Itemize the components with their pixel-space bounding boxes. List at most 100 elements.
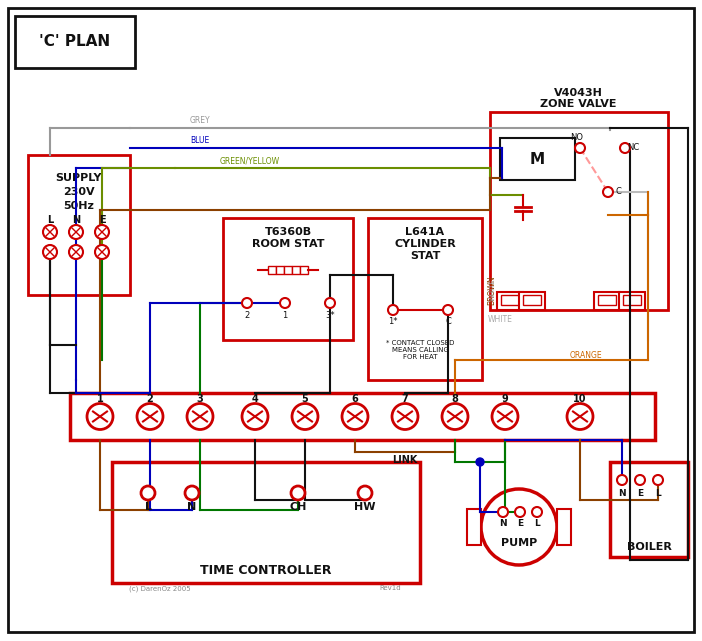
Text: PUMP: PUMP [501, 538, 537, 548]
Text: N: N [187, 502, 197, 512]
Circle shape [185, 486, 199, 500]
Text: Rev1d: Rev1d [379, 585, 401, 591]
Text: 5: 5 [302, 394, 308, 404]
Text: 8: 8 [451, 394, 458, 404]
FancyBboxPatch shape [500, 138, 575, 180]
Circle shape [603, 187, 613, 197]
Text: E: E [99, 215, 105, 225]
Circle shape [291, 486, 305, 500]
FancyBboxPatch shape [70, 393, 655, 440]
Text: HW: HW [355, 502, 376, 512]
Text: SUPPLY: SUPPLY [55, 173, 102, 183]
Text: CYLINDER: CYLINDER [394, 239, 456, 249]
Text: 7: 7 [402, 394, 409, 404]
Text: C: C [445, 317, 451, 326]
Circle shape [280, 298, 290, 308]
Circle shape [498, 507, 508, 517]
FancyBboxPatch shape [28, 155, 130, 295]
Text: L: L [655, 488, 661, 497]
Text: CH: CH [289, 502, 307, 512]
Text: T6360B: T6360B [265, 227, 312, 237]
Bar [467, 509, 481, 545]
Circle shape [43, 245, 57, 259]
Text: GREY: GREY [190, 116, 211, 125]
Text: ZONE VALVE: ZONE VALVE [540, 99, 616, 109]
Text: NO: NO [571, 133, 583, 142]
Circle shape [242, 403, 268, 429]
Text: * CONTACT CLOSED
MEANS CALLING
FOR HEAT: * CONTACT CLOSED MEANS CALLING FOR HEAT [386, 340, 454, 360]
Text: 3*: 3* [325, 310, 335, 319]
Text: (c) DarenOz 2005: (c) DarenOz 2005 [129, 585, 191, 592]
Text: TIME CONTROLLER: TIME CONTROLLER [200, 563, 332, 576]
Bar [276, 266, 284, 274]
Text: BROWN: BROWN [487, 275, 496, 305]
Circle shape [342, 403, 368, 429]
FancyBboxPatch shape [623, 295, 641, 305]
Circle shape [187, 403, 213, 429]
Circle shape [443, 305, 453, 315]
Circle shape [617, 475, 627, 485]
FancyBboxPatch shape [368, 218, 482, 380]
Circle shape [141, 486, 155, 500]
FancyBboxPatch shape [490, 112, 668, 310]
Text: 1: 1 [97, 394, 103, 404]
Circle shape [137, 403, 163, 429]
Text: N: N [72, 215, 80, 225]
Circle shape [567, 403, 593, 429]
Circle shape [492, 403, 518, 429]
Text: N: N [499, 519, 507, 528]
Text: M: M [530, 151, 545, 167]
FancyBboxPatch shape [497, 292, 523, 310]
FancyBboxPatch shape [519, 292, 545, 310]
Text: WHITE: WHITE [488, 315, 513, 324]
Circle shape [95, 225, 109, 239]
Text: 6: 6 [352, 394, 359, 404]
Circle shape [69, 245, 83, 259]
Bar [284, 266, 292, 274]
Text: STAT: STAT [410, 251, 440, 261]
FancyBboxPatch shape [15, 16, 135, 68]
Circle shape [358, 486, 372, 500]
Text: E: E [517, 519, 523, 528]
Circle shape [43, 225, 57, 239]
Text: GREEN/YELLOW: GREEN/YELLOW [220, 156, 280, 165]
Text: 10: 10 [574, 394, 587, 404]
Bar [268, 266, 276, 274]
FancyBboxPatch shape [223, 218, 353, 340]
Text: 3: 3 [197, 394, 204, 404]
Circle shape [69, 225, 83, 239]
Text: V4043H: V4043H [554, 88, 602, 98]
FancyBboxPatch shape [8, 8, 694, 632]
Bar [557, 509, 571, 545]
Circle shape [95, 245, 109, 259]
FancyBboxPatch shape [598, 295, 616, 305]
Text: ROOM STAT: ROOM STAT [252, 239, 324, 249]
Circle shape [242, 298, 252, 308]
Text: L: L [534, 519, 540, 528]
Circle shape [388, 305, 398, 315]
Text: 230V: 230V [63, 187, 95, 197]
Circle shape [620, 143, 630, 153]
Text: LINK: LINK [392, 455, 418, 465]
FancyBboxPatch shape [501, 295, 519, 305]
Circle shape [87, 403, 113, 429]
Text: E: E [637, 488, 643, 497]
Circle shape [515, 507, 525, 517]
Circle shape [325, 298, 335, 308]
FancyBboxPatch shape [619, 292, 645, 310]
Text: BLUE: BLUE [190, 136, 209, 145]
Text: L641A: L641A [406, 227, 444, 237]
Text: WHITE: WHITE [490, 279, 496, 301]
Circle shape [653, 475, 663, 485]
Circle shape [292, 403, 318, 429]
FancyBboxPatch shape [523, 295, 541, 305]
Text: NC: NC [627, 144, 639, 153]
Circle shape [442, 403, 468, 429]
Circle shape [532, 507, 542, 517]
Bar [300, 266, 308, 274]
FancyBboxPatch shape [610, 462, 688, 557]
Circle shape [481, 489, 557, 565]
Text: L: L [145, 502, 152, 512]
Circle shape [392, 403, 418, 429]
Text: 'C' PLAN: 'C' PLAN [39, 35, 110, 49]
